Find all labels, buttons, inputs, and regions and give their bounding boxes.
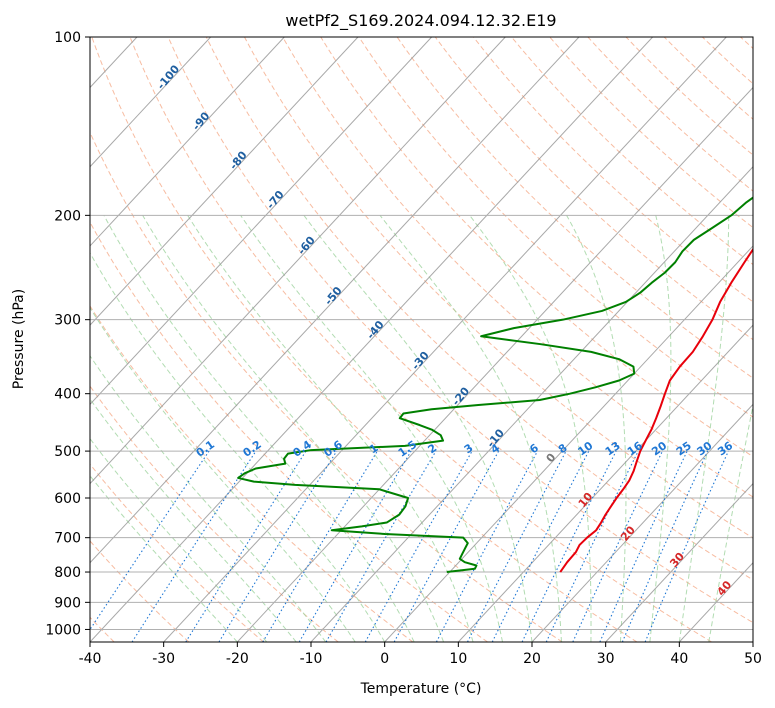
y-tick-label: 600: [54, 491, 81, 507]
y-axis: 1000 900 800 700 600 500 400 300 200 100: [45, 30, 90, 638]
moist-adiabat-line: [90, 437, 268, 642]
dry-adiabat-line: [358, 37, 753, 418]
mixing-ratio-line: [644, 450, 729, 642]
mixing-ratio-line: [621, 450, 709, 642]
x-tick-label: 40: [670, 651, 688, 667]
y-tick-label: 200: [54, 208, 81, 224]
x-tick-label: 0: [380, 651, 389, 667]
moist-adiabat-line: [90, 251, 386, 642]
plot-frame: [89, 36, 754, 643]
y-axis-label: Pressure (hPa): [11, 289, 27, 389]
y-tick-label: 700: [54, 531, 81, 547]
isotherm-line: [236, 86, 753, 642]
sounding-traces: [237, 196, 753, 574]
moist-adiabat-line: [90, 474, 238, 642]
dry-adiabat-line: [90, 540, 190, 642]
chart-title: wetPf2_S169.2024.094.12.32.E19: [285, 11, 556, 31]
moist-adiabat-line: [649, 215, 672, 642]
y-tick-label: 1000: [45, 622, 81, 638]
plot-background: [90, 37, 753, 642]
mixing-ratio-line: [218, 450, 338, 642]
x-tick-label: 50: [744, 651, 762, 667]
mixing-ratio-line: [435, 450, 539, 642]
isotherm-line: [457, 324, 753, 642]
mixing-ratio-line: [185, 450, 307, 642]
isotherm-line: [90, 37, 212, 168]
mixing-ratio-line: [364, 450, 473, 642]
moist-adiabat-line: [142, 215, 445, 642]
mixing-ratio-line: [131, 450, 257, 642]
x-axis-label: Temperature (°C): [360, 681, 482, 697]
x-tick-label: -30: [152, 651, 175, 667]
y-tick-label: 800: [54, 565, 81, 581]
x-tick-label: -20: [226, 651, 249, 667]
isotherm-line: [90, 37, 654, 642]
x-axis: -40 -30 -20 -10 0 10 20 30 40 50: [79, 642, 762, 667]
isotherm-line: [90, 37, 285, 247]
dry-adiabat-line: [91, 37, 638, 642]
dry-adiabat-line: [90, 131, 563, 642]
moist-adiabat-line: [90, 306, 356, 642]
moist-adiabat-line: [678, 215, 730, 642]
isotherm-line: [163, 37, 727, 642]
isotherm-line: [90, 37, 359, 326]
isotherm-line: [90, 37, 433, 406]
x-tick-label: 10: [449, 651, 467, 667]
temperature-trace: [559, 247, 753, 573]
dry-adiabat-line: [434, 37, 753, 341]
y-tick-label: 500: [54, 444, 81, 460]
y-tick-label: 900: [54, 595, 81, 611]
mixing-ratio-line: [521, 450, 617, 642]
isotherm-line: [384, 245, 753, 642]
mixing-ratio-line: [393, 450, 500, 642]
dry-adiabat-line: [167, 37, 753, 624]
moist-adiabat-line: [90, 398, 297, 642]
isotherm-line: [310, 165, 753, 642]
x-tick-label: -40: [79, 651, 102, 667]
y-tick-label: 100: [54, 30, 81, 46]
background-lines: [90, 37, 753, 642]
isotherm-line: [90, 37, 506, 485]
y-tick-label: 300: [54, 313, 81, 329]
dry-adiabat-line: [90, 463, 264, 642]
isotherm-line: [90, 37, 580, 564]
y-tick-label: 400: [54, 387, 81, 403]
dry-adiabat-line: [282, 37, 753, 498]
mixing-ratio-line: [90, 450, 210, 631]
isotherm-line: [531, 403, 753, 642]
moist-adiabat-line: [240, 215, 504, 642]
moist-adiabat-line: [303, 215, 533, 642]
dry-adiabat-line: [90, 221, 488, 642]
moist-adiabat-line: [187, 215, 474, 642]
dry-adiabat-line: [473, 37, 753, 303]
isotherm-line: [605, 482, 753, 642]
moist-adiabat-line: [566, 215, 627, 642]
dry-adiabat-line: [320, 37, 753, 458]
x-tick-label: 30: [597, 651, 615, 667]
x-tick-label: -10: [300, 651, 323, 667]
mixing-ratio-line: [491, 450, 590, 642]
dry-adiabat-line: [129, 37, 712, 642]
x-tick-label: 20: [523, 651, 541, 667]
dewpoint-trace: [237, 196, 753, 574]
moist-adiabat-line: [103, 215, 415, 642]
